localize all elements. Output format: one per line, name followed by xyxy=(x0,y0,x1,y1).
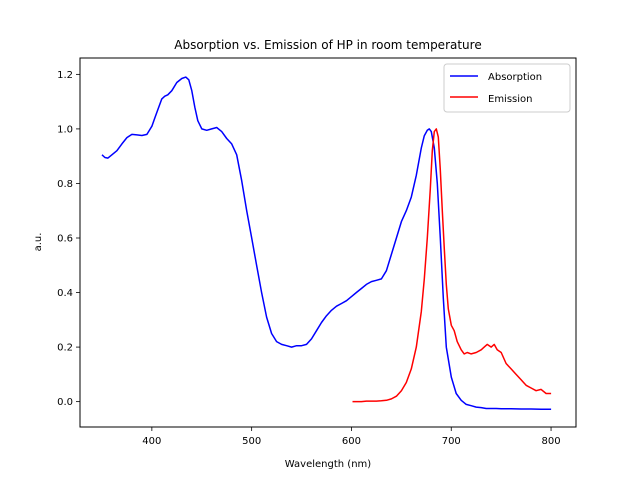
plot-frame xyxy=(79,57,577,428)
series-line-emission xyxy=(352,128,552,403)
y-axis: 0.0 0.2 0.4 0.6 0.8 1.0 1.2 xyxy=(57,70,80,408)
series-layer xyxy=(101,76,552,411)
y-tick-label: 0.2 xyxy=(57,343,73,354)
x-tick-label: 800 xyxy=(542,436,561,447)
legend-label-absorption: Absorption xyxy=(488,72,542,83)
x-axis-label: Wavelength (nm) xyxy=(285,459,371,470)
y-tick-label: 1.0 xyxy=(57,124,73,135)
y-axis-label: a.u. xyxy=(33,233,44,252)
x-tick-label: 500 xyxy=(242,436,261,447)
x-tick-label: 400 xyxy=(142,436,161,447)
legend-label-emission: Emission xyxy=(488,94,533,105)
y-tick-label: 0.0 xyxy=(57,397,73,408)
legend: Absorption Emission xyxy=(443,63,571,113)
x-tick-label: 700 xyxy=(442,436,461,447)
x-axis: 400 500 600 700 800 xyxy=(142,427,561,447)
series-line-absorption xyxy=(101,76,552,411)
chart-title: Absorption vs. Emission of HP in room te… xyxy=(174,38,481,52)
y-tick-label: 0.8 xyxy=(57,179,73,190)
y-tick-label: 0.6 xyxy=(57,234,73,245)
y-tick-label: 1.2 xyxy=(57,70,73,81)
x-tick-label: 600 xyxy=(342,436,361,447)
y-tick-label: 0.4 xyxy=(57,288,73,299)
